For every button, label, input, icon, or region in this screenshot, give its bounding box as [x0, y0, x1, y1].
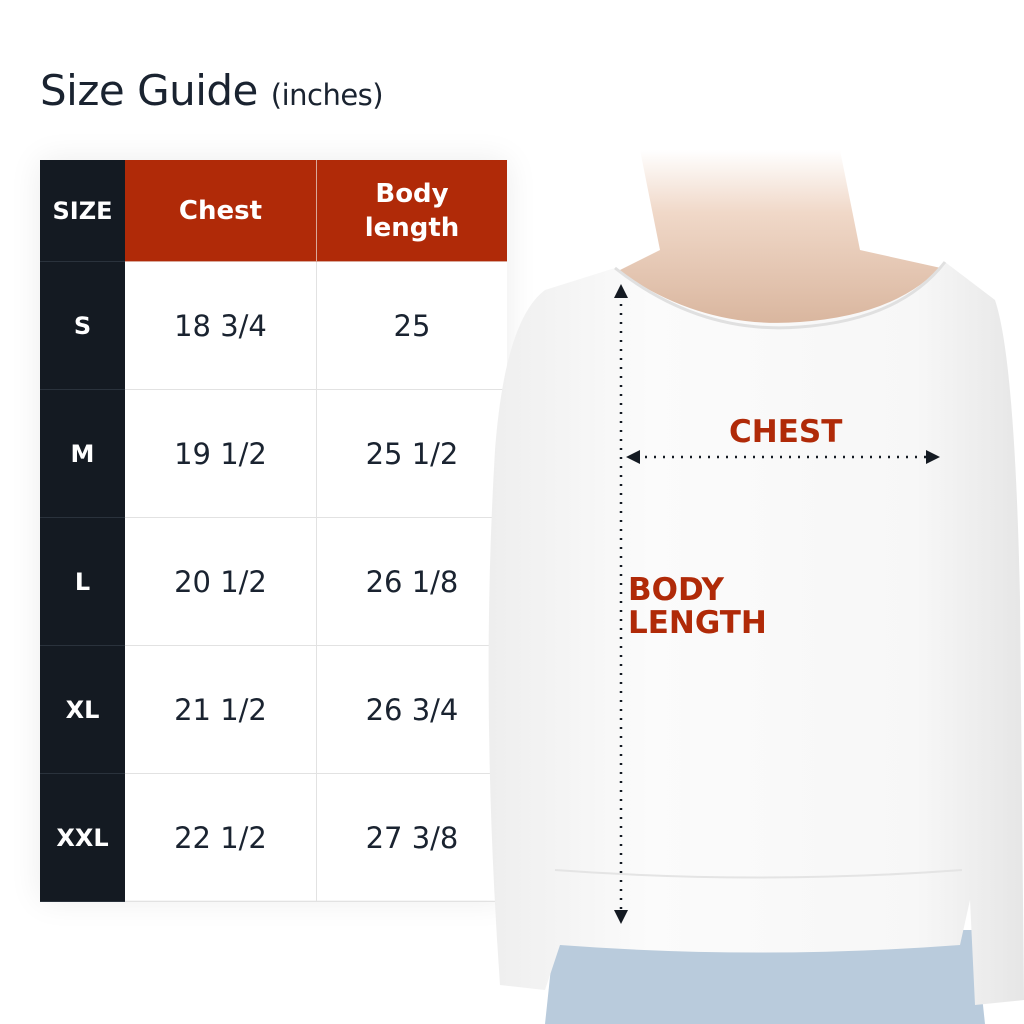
title-unit: (inches) [270, 78, 384, 112]
size-cell: S [40, 262, 125, 390]
sweater-model-photo [488, 150, 1024, 1024]
table-header: SIZE Chest Body length [40, 160, 507, 262]
header-body-length: Body length [317, 160, 507, 262]
chest-cell: 19 1/2 [125, 390, 317, 518]
jeans [545, 930, 985, 1024]
header-chest: Chest [125, 160, 317, 262]
body-length-cell: 27 3/8 [317, 774, 507, 902]
chest-cell: 21 1/2 [125, 646, 317, 774]
size-cell: XL [40, 646, 125, 774]
body-length-cell: 26 1/8 [317, 518, 507, 646]
size-cell: L [40, 518, 125, 646]
page-title: Size Guide (inches) [40, 66, 384, 115]
body-length-cell: 26 3/4 [317, 646, 507, 774]
chest-cell: 20 1/2 [125, 518, 317, 646]
table-row: XXL 22 1/2 27 3/8 [40, 774, 507, 902]
size-table: SIZE Chest Body length S 18 3/4 25 M 19 1/2… [40, 160, 507, 902]
size-cell: XXL [40, 774, 125, 902]
table-row: L 20 1/2 26 1/8 [40, 518, 507, 646]
title-main: Size Guide [40, 66, 258, 115]
table-row: S 18 3/4 25 [40, 262, 507, 390]
table-row: M 19 1/2 25 1/2 [40, 390, 507, 518]
size-cell: M [40, 390, 125, 518]
chest-label: CHEST [729, 414, 843, 450]
body-length-label: BODY LENGTH [628, 572, 767, 641]
table-row: XL 21 1/2 26 3/4 [40, 646, 507, 774]
body-length-cell: 25 [317, 262, 507, 390]
body-length-cell: 25 1/2 [317, 390, 507, 518]
chest-cell: 18 3/4 [125, 262, 317, 390]
header-size: SIZE [40, 160, 125, 262]
sweater [488, 262, 1024, 1005]
neck-skin [600, 150, 950, 330]
chest-cell: 22 1/2 [125, 774, 317, 902]
